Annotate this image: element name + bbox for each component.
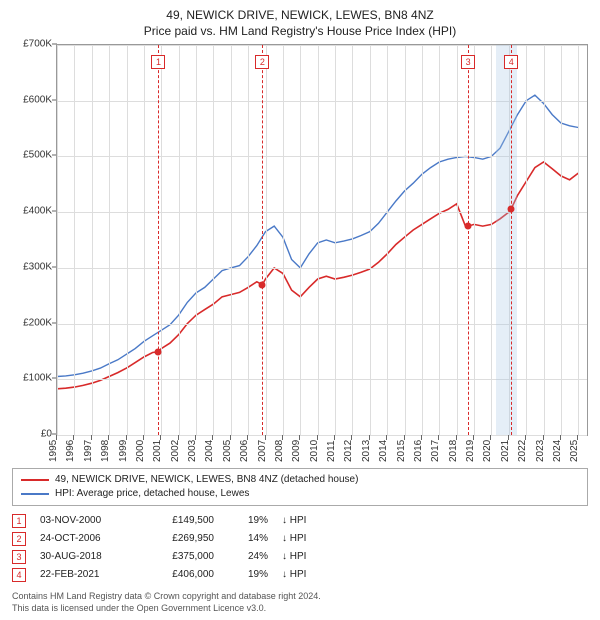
sales-arrow: ↓ HPI — [282, 548, 322, 566]
x-tick-label: 1996 — [65, 440, 76, 462]
y-tick-label: £200K — [23, 317, 52, 328]
sales-number-box: 2 — [12, 532, 26, 546]
sales-pct: 19% — [228, 512, 268, 530]
x-tick-label: 2008 — [274, 440, 285, 462]
sales-row: 3 30-AUG-2018 £375,000 24% ↓ HPI — [12, 548, 588, 566]
y-tick-label: £0 — [41, 429, 52, 440]
event-vline — [468, 45, 469, 435]
sales-number-box: 4 — [12, 568, 26, 582]
sales-pct: 19% — [228, 566, 268, 584]
sales-pct: 14% — [228, 530, 268, 548]
footer-line-1: Contains HM Land Registry data © Crown c… — [12, 590, 588, 602]
plot-region: 1 2 3 4 — [56, 44, 588, 436]
x-tick-label: 2020 — [482, 440, 493, 462]
sales-price: £406,000 — [144, 566, 214, 584]
sales-arrow: ↓ HPI — [282, 530, 322, 548]
legend: 49, NEWICK DRIVE, NEWICK, LEWES, BN8 4NZ… — [12, 468, 588, 506]
title-line-2: Price paid vs. HM Land Registry's House … — [12, 24, 588, 38]
sales-date: 22-FEB-2021 — [40, 566, 130, 584]
x-tick-label: 2024 — [552, 440, 563, 462]
x-tick-label: 2018 — [448, 440, 459, 462]
y-tick-label: £300K — [23, 261, 52, 272]
x-tick-label: 2019 — [465, 440, 476, 462]
footer: Contains HM Land Registry data © Crown c… — [12, 590, 588, 614]
x-tick-label: 2003 — [187, 440, 198, 462]
x-tick-label: 2010 — [309, 440, 320, 462]
sales-price: £269,950 — [144, 530, 214, 548]
y-tick-label: £500K — [23, 150, 52, 161]
sales-number-box: 3 — [12, 550, 26, 564]
y-tick-label: £700K — [23, 39, 52, 50]
sales-price: £149,500 — [144, 512, 214, 530]
event-dot — [155, 348, 162, 355]
y-tick-label: £600K — [23, 94, 52, 105]
x-tick-label: 2011 — [326, 440, 337, 462]
legend-row: 49, NEWICK DRIVE, NEWICK, LEWES, BN8 4NZ… — [21, 473, 579, 487]
event-vline — [511, 45, 512, 435]
legend-label: 49, NEWICK DRIVE, NEWICK, LEWES, BN8 4NZ… — [55, 473, 358, 487]
y-tick-label: £400K — [23, 206, 52, 217]
x-tick-label: 2021 — [500, 440, 511, 462]
legend-swatch — [21, 493, 49, 495]
event-vline — [158, 45, 159, 435]
x-tick-label: 2014 — [378, 440, 389, 462]
y-axis: £0£100K£200K£300K£400K£500K£600K£700K — [12, 44, 56, 436]
sales-table: 1 03-NOV-2000 £149,500 19% ↓ HPI 2 24-OCT-2006… — [12, 512, 588, 584]
sales-pct: 24% — [228, 548, 268, 566]
x-tick-label: 1997 — [83, 440, 94, 462]
sales-number-box: 1 — [12, 514, 26, 528]
plot-area: £0£100K£200K£300K£400K£500K£600K£700K 12… — [12, 44, 588, 464]
x-tick-label: 2012 — [343, 440, 354, 462]
x-tick-label: 2022 — [517, 440, 528, 462]
chart-container: 49, NEWICK DRIVE, NEWICK, LEWES, BN8 4NZ… — [0, 0, 600, 620]
x-tick-label: 2016 — [413, 440, 424, 462]
sales-date: 24-OCT-2006 — [40, 530, 130, 548]
title-line-1: 49, NEWICK DRIVE, NEWICK, LEWES, BN8 4NZ — [12, 8, 588, 22]
x-tick-label: 2000 — [135, 440, 146, 462]
sales-arrow: ↓ HPI — [282, 566, 322, 584]
event-number-box: 2 — [255, 55, 269, 69]
sales-date: 03-NOV-2000 — [40, 512, 130, 530]
event-dot — [259, 281, 266, 288]
x-tick-label: 1995 — [48, 440, 59, 462]
x-tick-label: 1998 — [100, 440, 111, 462]
sales-row: 4 22-FEB-2021 £406,000 19% ↓ HPI — [12, 566, 588, 584]
x-tick-label: 2023 — [535, 440, 546, 462]
x-tick-label: 2013 — [361, 440, 372, 462]
x-tick-label: 2001 — [152, 440, 163, 462]
sales-row: 1 03-NOV-2000 £149,500 19% ↓ HPI — [12, 512, 588, 530]
x-tick-label: 2015 — [396, 440, 407, 462]
x-tick-label: 2004 — [204, 440, 215, 462]
sales-date: 30-AUG-2018 — [40, 548, 130, 566]
sales-arrow: ↓ HPI — [282, 512, 322, 530]
event-dot — [508, 205, 515, 212]
x-tick-label: 2025 — [569, 440, 580, 462]
x-tick-label: 2007 — [257, 440, 268, 462]
sales-row: 2 24-OCT-2006 £269,950 14% ↓ HPI — [12, 530, 588, 548]
sales-price: £375,000 — [144, 548, 214, 566]
event-number-box: 3 — [461, 55, 475, 69]
y-tick-label: £100K — [23, 373, 52, 384]
x-tick-label: 2009 — [291, 440, 302, 462]
legend-label: HPI: Average price, detached house, Lewe… — [55, 487, 249, 501]
footer-line-2: This data is licensed under the Open Gov… — [12, 602, 588, 614]
x-tick-label: 1999 — [118, 440, 129, 462]
legend-row: HPI: Average price, detached house, Lewe… — [21, 487, 579, 501]
event-dot — [465, 223, 472, 230]
x-tick-label: 2017 — [430, 440, 441, 462]
highlight-band — [496, 45, 518, 435]
legend-swatch — [21, 479, 49, 481]
event-vline — [262, 45, 263, 435]
x-tick-label: 2005 — [222, 440, 233, 462]
event-number-box: 4 — [504, 55, 518, 69]
event-number-box: 1 — [151, 55, 165, 69]
x-axis: 1995199619971998199920002001200220032004… — [56, 436, 588, 464]
x-tick-label: 2002 — [170, 440, 181, 462]
x-tick-label: 2006 — [239, 440, 250, 462]
chart-titles: 49, NEWICK DRIVE, NEWICK, LEWES, BN8 4NZ… — [12, 8, 588, 38]
